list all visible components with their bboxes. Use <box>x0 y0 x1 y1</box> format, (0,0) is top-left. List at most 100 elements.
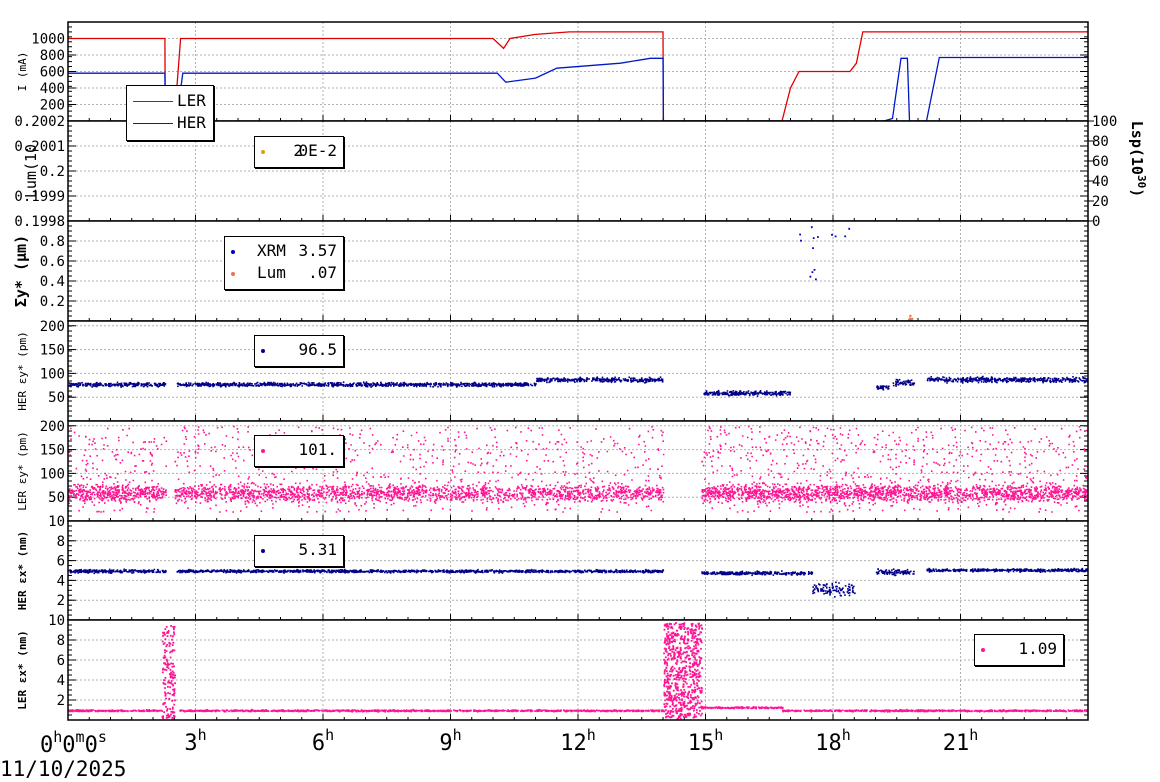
lum-dot-swatch <box>231 272 235 276</box>
legend-value-her-ey: 96.5 <box>298 340 337 359</box>
y2-axis-label: Lsp(1030) <box>1128 121 1148 197</box>
origin-h-unit: h <box>53 728 62 746</box>
y2-tick-label: 60 <box>1092 154 1109 170</box>
y-tick-label: 150 <box>40 443 65 459</box>
y-tick-label: 50 <box>48 490 65 506</box>
legend-label-xrm: XRM <box>257 241 286 260</box>
y-tick-label: 0.2001 <box>14 139 65 155</box>
series-her-ex-points <box>926 567 1088 573</box>
series-her-ey-points <box>176 381 537 388</box>
y-tick-label: 10 <box>48 514 65 530</box>
series-her-ex-points <box>875 568 915 577</box>
y-axis-label-her-ey: HER εy* (pm) <box>16 331 29 410</box>
series-lum-cluster <box>908 314 914 321</box>
y2-tick-label: 100 <box>1092 114 1117 130</box>
y-tick-label: 8 <box>57 633 65 649</box>
x-tick-unit: h <box>453 726 462 744</box>
y-tick-label: 400 <box>40 81 65 97</box>
x-tick-unit: h <box>969 726 978 744</box>
data-layer <box>68 375 1088 397</box>
series-her-ey-points <box>703 389 792 397</box>
x-tick-label: 21h <box>943 726 979 756</box>
legend-label-ler: LER <box>177 91 206 110</box>
lum-legend: 2 0E-2 <box>254 136 344 168</box>
her-ey-legend: 96.5 <box>254 335 344 367</box>
series-her-ex-points <box>701 570 814 577</box>
x-tick-value: 21 <box>943 731 970 756</box>
y-tick-label: 800 <box>40 48 65 64</box>
series-her-ex-points <box>68 568 167 575</box>
panel-her-ex: 10 8 6 4 2 HER εx* (nm) <box>16 514 1089 621</box>
legend-value-ler-ey: 101. <box>298 440 337 459</box>
data-layer <box>68 622 1088 720</box>
y-axis-label-ler-ex: LER εx* (nm) <box>16 630 29 709</box>
series-her-ex-points <box>812 581 856 598</box>
y-tick-label: 0.2 <box>40 294 65 310</box>
y-axis-label-current: I (mA) <box>16 52 29 92</box>
series-her-ey-points <box>876 385 890 391</box>
legend-value-lum: 0E-2 <box>298 141 337 160</box>
x-tick-unit: h <box>842 726 851 744</box>
x-tick-value: 3 <box>184 731 197 756</box>
y-axis-label-her-ex: HER εx* (nm) <box>16 531 29 610</box>
series-ler-ey-points <box>701 425 1088 513</box>
y-tick-label: 0.6 <box>40 254 65 270</box>
series-her-ey-points <box>68 381 167 388</box>
series-her-ey-points <box>536 376 664 384</box>
x-tick-unit: h <box>587 726 596 744</box>
series-her-line <box>68 56 1088 121</box>
x-origin-label: 0h0m0s <box>40 728 107 758</box>
legend-label-lum: Lum <box>257 263 286 282</box>
x-tick-unit: h <box>714 726 723 744</box>
date-label: 11/10/2025 <box>0 757 127 781</box>
y-tick-label: 200 <box>40 419 65 435</box>
y-tick-label: 50 <box>48 390 65 406</box>
y-tick-label: 8 <box>57 534 65 550</box>
sigma-legend: XRM 3.57 Lum .07 <box>224 236 344 290</box>
legend-value-overlay: 2 <box>293 141 303 160</box>
y-axis-label-luminosity: Lum(10 <box>22 144 40 198</box>
x-tick-value: 9 <box>439 731 452 756</box>
y2-tick-label: 40 <box>1092 174 1109 190</box>
y-tick-label: 2 <box>57 593 65 609</box>
y-axis-label-ler-ey: LER εy* (pm) <box>16 431 29 510</box>
y-tick-label: 6 <box>57 653 65 669</box>
y-tick-label: 0.4 <box>40 274 65 290</box>
origin-s-unit: s <box>98 728 107 746</box>
x-tick-label: 6h <box>312 726 334 756</box>
x-tick-value: 6 <box>312 731 325 756</box>
legend-value-lum2: .07 <box>308 263 337 282</box>
series-ler-ex-points <box>782 708 1088 713</box>
x-tick-label: 12h <box>560 726 596 756</box>
y2-axis-label-exponent: 30 <box>1135 175 1148 188</box>
y-tick-label: 4 <box>57 673 65 689</box>
series-ler-ex-cluster <box>161 625 176 720</box>
x-tick-label: 18h <box>815 726 851 756</box>
panel-luminosity: 0.2002 0.2001 0.2 0.1999 0.1998 Lum(10 100 80 60… <box>14 114 1148 230</box>
y-tick-label: 6 <box>57 554 65 570</box>
y-tick-label: 1000 <box>31 32 65 48</box>
legend-label-her: HER <box>177 113 206 132</box>
legend-item-her: HER <box>127 113 213 133</box>
y-tick-label: 0.1999 <box>14 189 65 205</box>
y2-tick-label: 80 <box>1092 134 1109 150</box>
ler-ex-dot-swatch <box>981 648 985 652</box>
xrm-dot-swatch <box>231 250 235 254</box>
y-axis-label-sigma-y: Σy* (μm) <box>12 235 30 307</box>
series-ler-ex-cluster <box>663 622 703 720</box>
legend-value-her-ex: 5.31 <box>298 540 337 559</box>
panel-ler-ey: 200 150 100 50 LER εy* (pm) <box>16 419 1089 522</box>
y-tick-label: 100 <box>40 466 65 482</box>
legend-value-ler-ex: 1.09 <box>1018 639 1057 658</box>
series-her-ey-points <box>892 378 916 387</box>
y-tick-label: 150 <box>40 343 65 359</box>
y2-axis-label-close: ) <box>1128 188 1146 197</box>
legend-item-lum: Lum .07 <box>225 263 343 283</box>
y-tick-label: 0.2002 <box>14 114 65 130</box>
x-tick-unit: h <box>198 726 207 744</box>
y-tick-label: 0.2 <box>40 164 65 180</box>
ler-ex-legend: 1.09 <box>974 634 1064 666</box>
